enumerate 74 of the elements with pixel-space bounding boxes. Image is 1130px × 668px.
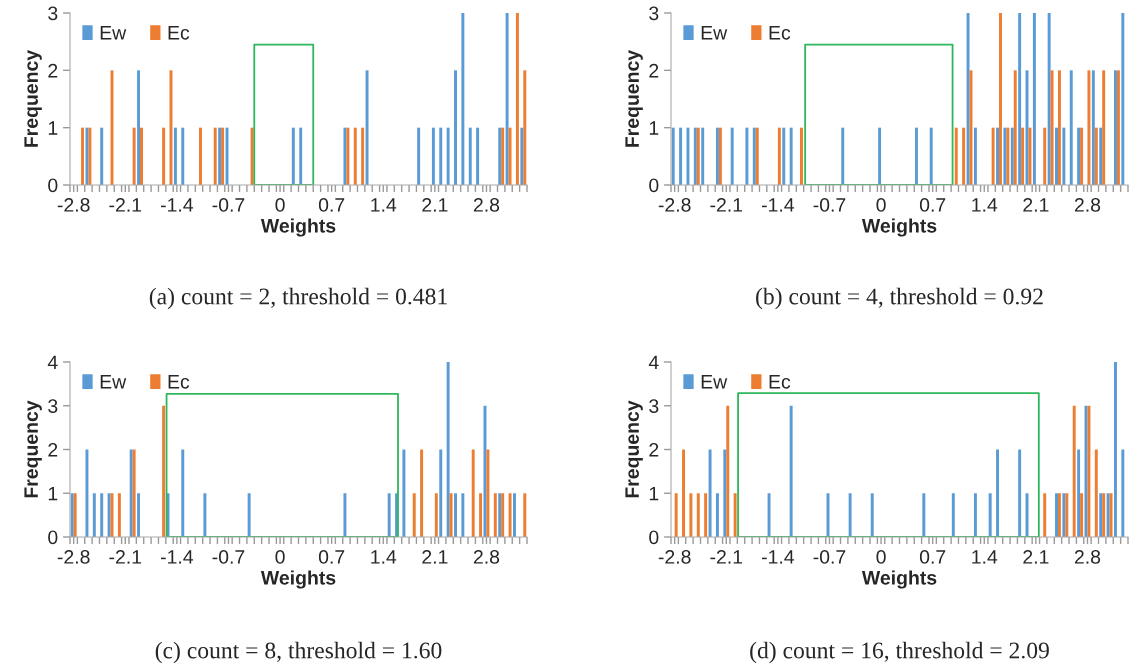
x-tick-label: 2.8: [1074, 550, 1101, 564]
y-tick-label: 1: [48, 486, 58, 501]
x-tick-label: -2.1: [710, 198, 743, 212]
x-tick-label: -2.8: [658, 550, 691, 564]
text: (a) count = 2, threshold = 0.481: [149, 287, 447, 310]
x-tick-label: -1.4: [160, 198, 194, 212]
x-tick-label: 2.8: [473, 198, 500, 212]
y-axis-title: Frequency: [625, 400, 643, 498]
x-tick-label: 2.1: [422, 550, 448, 564]
x-tick-label: 0: [275, 198, 285, 212]
y-tick-label: 0: [48, 530, 58, 545]
y-tick-label: 3: [48, 399, 58, 413]
x-tick-label: -0.7: [813, 198, 846, 212]
x-tick-label: -0.7: [212, 550, 245, 564]
y-tick-label: 3: [649, 6, 659, 21]
legend-label: Ec: [769, 375, 791, 389]
x-axis-title: Weights: [260, 218, 336, 237]
x-tick-label: -2.1: [109, 198, 142, 212]
text: (c) count = 8, threshold = 1.60: [155, 641, 442, 664]
y-tick-label: 1: [649, 121, 659, 135]
x-tick-label: -1.4: [160, 550, 194, 564]
x-axis-title: Weights: [260, 570, 336, 589]
y-tick-label: 3: [48, 6, 58, 21]
y-tick-label: 0: [649, 178, 659, 193]
x-tick-label: -2.8: [57, 198, 90, 212]
x-axis-title: Weights: [861, 570, 937, 589]
x-tick-label: -0.7: [212, 198, 245, 212]
y-tick-label: 3: [649, 399, 659, 413]
text: (b) count = 4, threshold = 0.92: [756, 287, 1043, 310]
y-axis-title: Frequency: [24, 49, 42, 147]
x-tick-label: -2.8: [658, 198, 691, 212]
x-tick-label: -1.4: [761, 550, 795, 564]
x-tick-label: 0.7: [318, 198, 345, 212]
x-tick-label: -1.4: [761, 198, 795, 212]
x-tick-label: 1.4: [371, 550, 397, 564]
y-axis-title: Frequency: [24, 400, 42, 498]
x-tick-label: 2.1: [1023, 198, 1049, 212]
y-tick-label: 4: [648, 355, 659, 370]
x-tick-label: 0: [876, 198, 886, 212]
legend-label: Ew: [701, 26, 728, 40]
x-tick-label: -2.1: [109, 550, 142, 564]
legend-label: Ec: [168, 375, 190, 389]
x-tick-label: 2.1: [422, 198, 448, 212]
x-tick-label: -2.1: [710, 550, 743, 564]
x-tick-label: -0.7: [813, 550, 846, 564]
y-tick-label: 0: [649, 530, 659, 545]
y-axis-title: Frequency: [625, 49, 643, 147]
y-tick-label: 1: [48, 121, 58, 135]
x-tick-label: 0: [876, 550, 886, 564]
x-tick-label: 2.8: [1074, 198, 1101, 212]
y-tick-label: 2: [649, 63, 659, 78]
x-tick-label: 1.4: [371, 198, 397, 212]
y-tick-label: 4: [47, 355, 58, 370]
x-tick-label: 1.4: [972, 550, 998, 564]
x-tick-label: 0: [275, 550, 285, 564]
x-tick-label: 0.7: [919, 198, 946, 212]
x-tick-label: 2.8: [473, 550, 500, 564]
y-tick-label: 2: [48, 63, 58, 78]
x-axis-title: Weights: [861, 218, 937, 237]
legend-label: Ec: [168, 26, 190, 40]
legend-label: Ew: [100, 26, 127, 40]
y-tick-label: 2: [48, 442, 58, 457]
y-tick-label: 0: [48, 178, 58, 193]
y-tick-label: 1: [649, 486, 659, 501]
legend-label: Ew: [701, 375, 728, 389]
legend-label: Ew: [100, 375, 127, 389]
y-tick-label: 2: [649, 442, 659, 457]
x-tick-label: -2.8: [57, 550, 90, 564]
x-tick-label: 0.7: [318, 550, 345, 564]
x-tick-label: 2.1: [1023, 550, 1049, 564]
x-tick-label: 0.7: [919, 550, 946, 564]
x-tick-label: 1.4: [972, 198, 998, 212]
legend-label: Ec: [769, 26, 791, 40]
text: (d) count = 16, threshold = 2.09: [750, 641, 1049, 664]
